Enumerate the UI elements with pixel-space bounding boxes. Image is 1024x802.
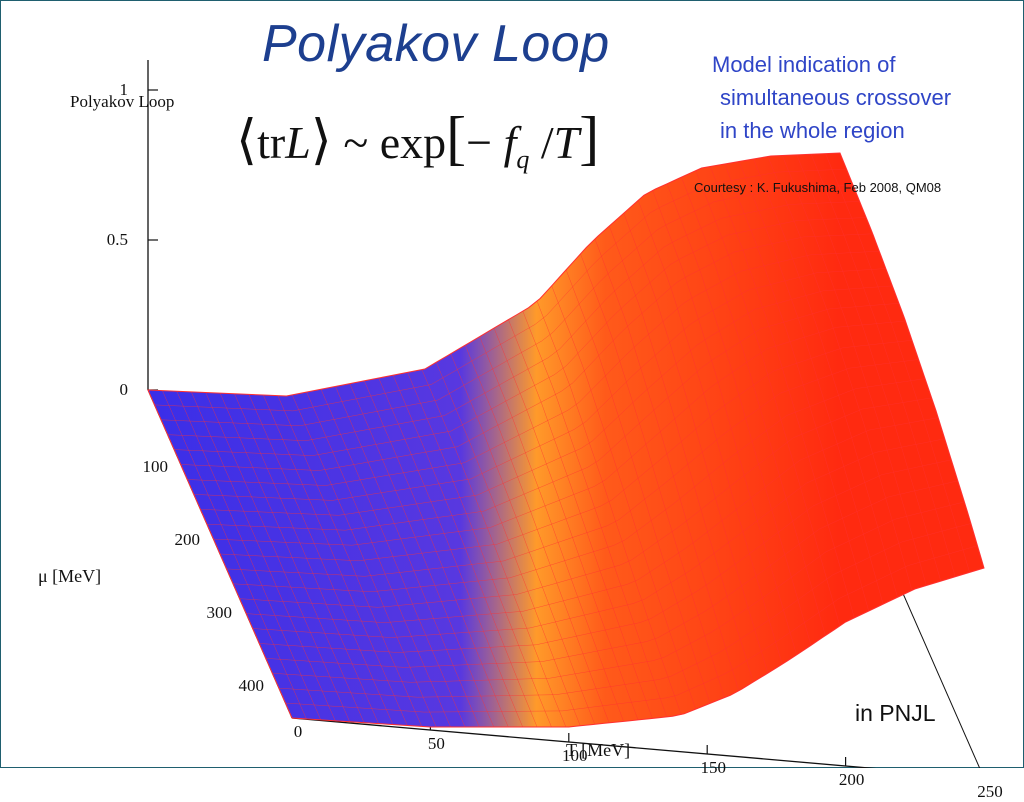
formula-tr: tr <box>257 117 286 168</box>
formula-q: q <box>516 145 530 175</box>
y-tick-label: 100 <box>142 456 169 476</box>
mesh-line-mu <box>239 397 932 608</box>
polyakov-formula: ⟨trL⟩ ~ exp[− fq /T] <box>236 104 599 175</box>
mesh-line-mu <box>161 185 854 427</box>
x-axis-label: T [MeV] <box>566 740 631 760</box>
formula-open-angle: ⟨ <box>236 110 258 170</box>
mesh-line-mu <box>272 501 965 683</box>
x-tick-label: 0 <box>293 722 303 741</box>
mesh-line-mu <box>226 359 919 577</box>
mesh-line-mu <box>187 250 880 486</box>
mesh-line-mu <box>154 168 847 412</box>
formula-minus: − <box>466 117 504 168</box>
formula-f: f <box>503 117 517 168</box>
slide-title: Polyakov Loop <box>262 15 610 73</box>
formula-close-angle: ⟩ <box>310 110 332 170</box>
mesh-line-mu <box>167 201 860 441</box>
formula-over: / <box>529 117 554 168</box>
x-tick-label: 200 <box>838 770 865 789</box>
formula-T: T <box>553 117 580 168</box>
model-label: in PNJL <box>855 700 936 726</box>
y-tick-label: 300 <box>206 602 233 622</box>
mesh-line-mu <box>180 233 873 471</box>
x-tick-label: 250 <box>977 782 1003 801</box>
mesh-line-mu <box>206 303 899 531</box>
mesh-line-mu <box>278 523 971 698</box>
y-axis-label: μ [MeV] <box>38 566 102 586</box>
mesh-line-mu <box>219 340 913 562</box>
mesh-line-mu <box>200 285 893 516</box>
z-tick-label: 0.5 <box>106 230 128 249</box>
mesh-line-T <box>537 301 682 715</box>
formula-close-bracket: ] <box>579 105 600 171</box>
z-tick-label: 1 <box>119 80 129 99</box>
note-line-3: in the whole region <box>720 118 905 143</box>
mesh-line-mu <box>174 217 867 456</box>
mesh-line-mu <box>233 378 926 593</box>
x-tick-label: 150 <box>700 758 726 777</box>
mesh-line-mu <box>265 480 958 668</box>
side-note: Model indication of simultaneous crossov… <box>712 48 951 147</box>
x-tick-label: 50 <box>427 734 445 753</box>
mesh-line-mu <box>259 459 952 653</box>
courtesy-note: Courtesy : K. Fukushima, Feb 2008, QM08 <box>694 180 942 195</box>
mesh-line-mu <box>193 268 886 501</box>
formula-open-bracket: [ <box>446 105 467 171</box>
mesh-line-mu <box>213 320 906 546</box>
x-axis-line <box>291 717 877 768</box>
note-line-2: simultaneous crossover <box>720 85 952 110</box>
formula-L: L <box>285 117 311 168</box>
y-tick-label: 200 <box>174 529 201 549</box>
formula-exp: ~ exp <box>331 117 447 168</box>
x-tick-label: 100 <box>562 746 588 765</box>
surface-fill <box>147 152 985 728</box>
mesh-line-mu <box>285 545 978 713</box>
mesh-line-mu <box>252 438 945 638</box>
polyakov-surface-plot <box>147 60 985 768</box>
note-line-1: Model indication of <box>712 52 896 77</box>
mesh-line-mu <box>246 417 939 623</box>
y-tick-label: 400 <box>238 675 265 695</box>
z-tick-label: 0 <box>119 380 129 399</box>
